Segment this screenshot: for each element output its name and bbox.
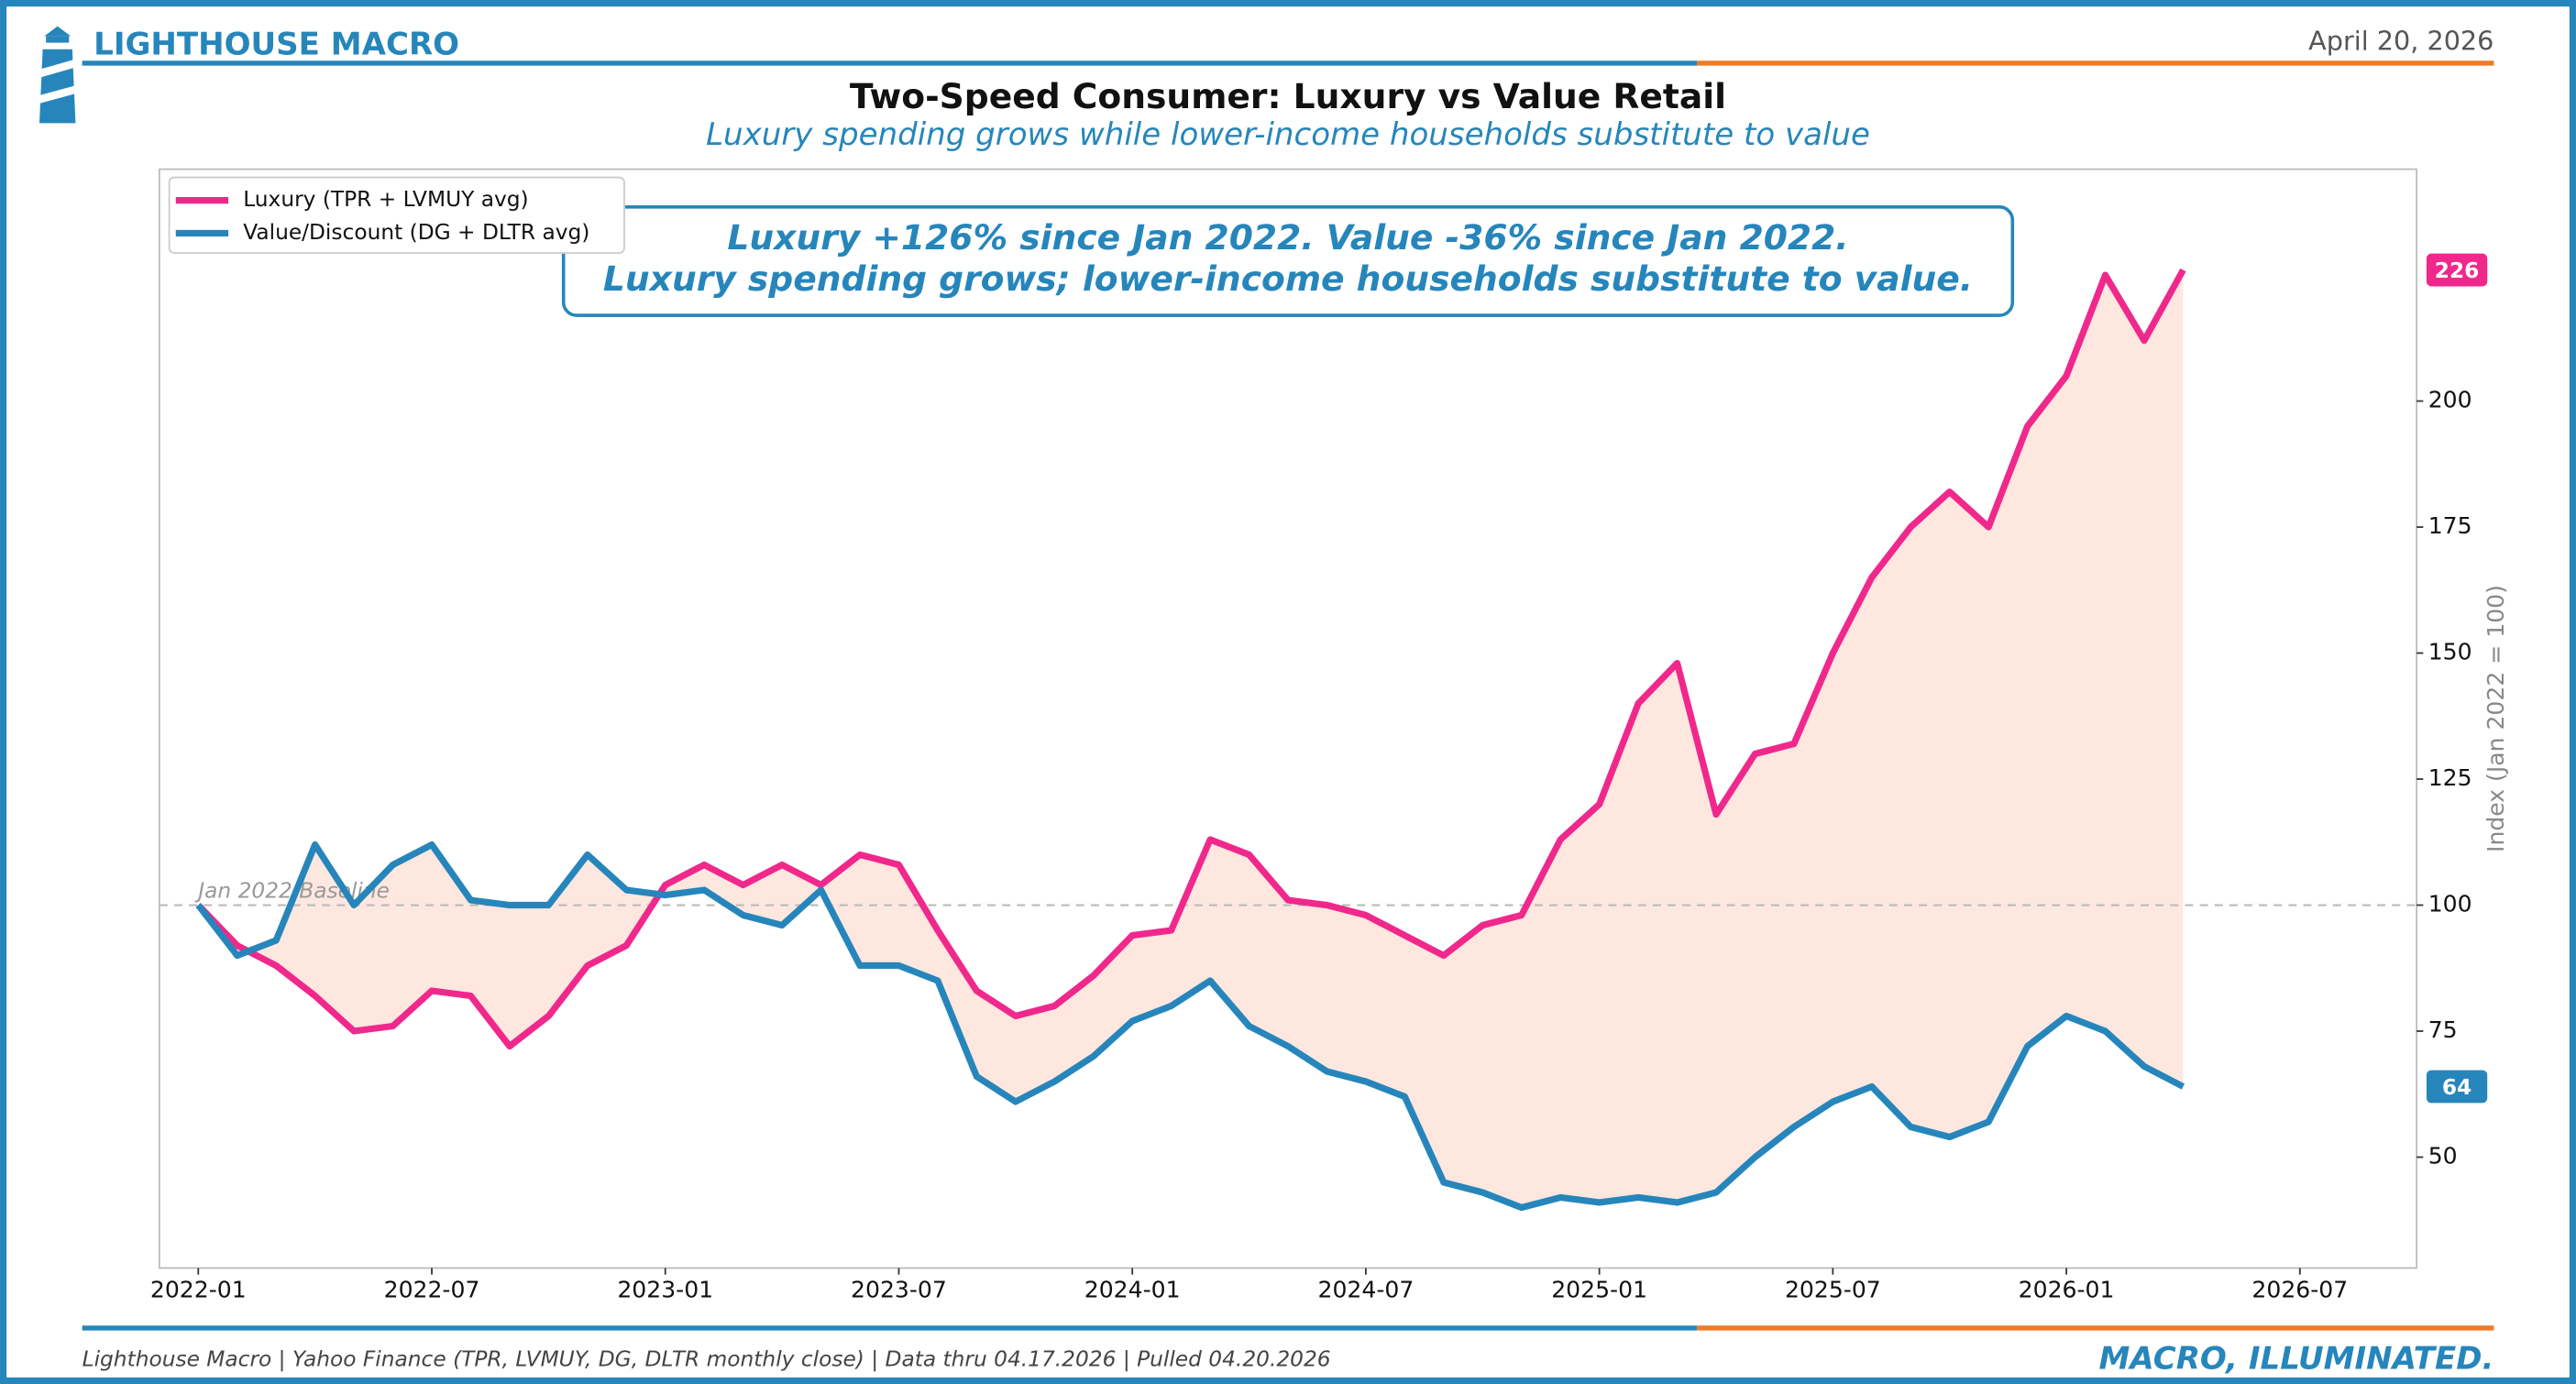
- tagline: MACRO, ILLUMINATED.: [2099, 1340, 2494, 1377]
- x-tick-label: 2026-07: [2251, 1277, 2348, 1303]
- y-tick-label: 175: [2428, 512, 2472, 539]
- x-tick-label: 2023-07: [851, 1277, 947, 1303]
- legend-label: Value/Discount (DG + DLTR avg): [243, 220, 589, 245]
- series-line: [195, 840, 2185, 1212]
- y-tick-label: 75: [2428, 1016, 2458, 1043]
- y-tick-label: 50: [2428, 1142, 2458, 1169]
- x-tick-label: 2025-07: [1785, 1277, 1881, 1303]
- annotation-text: Luxury +126% since Jan 2022. Value -36% …: [727, 217, 1848, 258]
- annotation-text: Luxury spending grows; lower-income hous…: [603, 258, 1973, 299]
- annotation-box: [561, 205, 2015, 317]
- end-label: 226: [2435, 258, 2480, 283]
- gap-fill: [198, 269, 2184, 1208]
- y-axis-label: Index (Jan 2022 = 100): [2482, 585, 2509, 852]
- x-tick-label: 2026-01: [2019, 1277, 2115, 1303]
- source: Lighthouse Macro | Yahoo Finance (TPR, L…: [83, 1346, 1331, 1371]
- x-tick-label: 2024-07: [1318, 1277, 1415, 1303]
- x-tick-label: 2023-01: [617, 1277, 713, 1303]
- x-tick-label: 2025-01: [1551, 1277, 1647, 1303]
- y-tick-label: 125: [2428, 764, 2472, 791]
- x-tick-label: 2022-07: [384, 1277, 480, 1303]
- brand: LIGHTHOUSE MACRO: [94, 27, 459, 63]
- logo: [39, 26, 76, 124]
- x-tick-label: 2022-01: [150, 1277, 247, 1303]
- chart-subtitle: Luxury spending grows while lower-income…: [706, 116, 1870, 153]
- legend-label: Luxury (TPR + LVMUY avg): [243, 187, 528, 212]
- date: April 20, 2026: [2308, 26, 2493, 57]
- plot-frame: [158, 168, 2418, 1269]
- y-tick-label: 100: [2428, 891, 2472, 917]
- y-tick-label: 200: [2428, 387, 2472, 413]
- end-label: 64: [2442, 1075, 2471, 1100]
- end-label-box: [2426, 253, 2488, 287]
- x-tick-label: 2024-01: [1084, 1277, 1181, 1303]
- series-line: [195, 268, 2186, 1050]
- chart-title: Two-Speed Consumer: Luxury vs Value Reta…: [850, 76, 1726, 116]
- end-label-box: [2426, 1070, 2488, 1104]
- y-tick-label: 150: [2428, 639, 2472, 665]
- legend-box: [168, 176, 625, 254]
